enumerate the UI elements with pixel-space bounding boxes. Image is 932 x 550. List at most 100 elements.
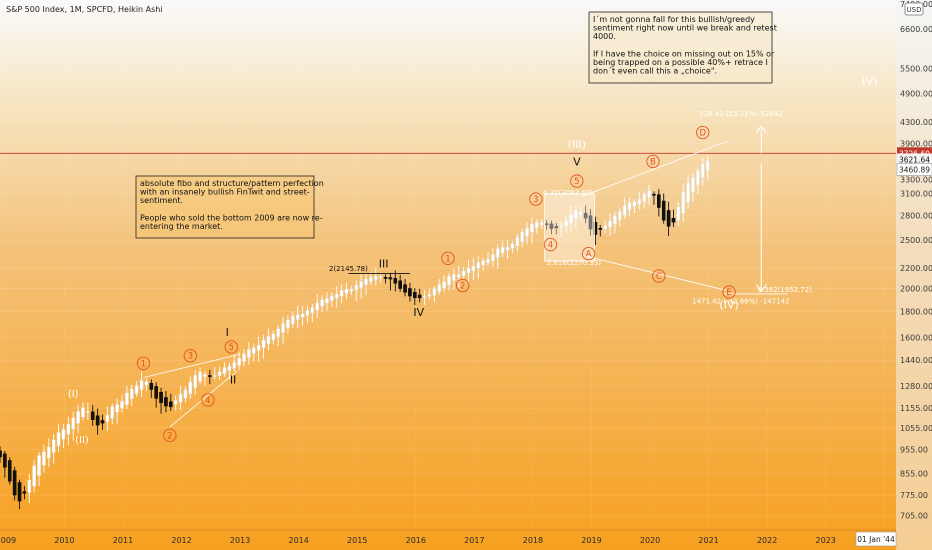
candle-body [598,228,603,230]
x-tick-label: 2021 [698,536,718,545]
candle [696,167,700,195]
comment-note-line: People who sold the bottom 2009 are now … [140,213,323,222]
candle-body [452,273,456,281]
candle-body [339,290,344,297]
candle [173,395,178,411]
candle [271,330,276,345]
candle [149,379,154,398]
candle-body [222,367,227,374]
level-label: 2(2145.78) [329,265,368,273]
candle [198,367,202,385]
wave-number: 3 [533,195,538,205]
comment-note[interactable]: I´m not gonna fall for this bullish/gree… [588,11,777,84]
candle [393,270,398,292]
candle-body [608,220,612,228]
y-axis[interactable]: 7400.006600.005500.004900.004300.003900.… [896,0,932,521]
candle-body [125,392,129,405]
price-badge-label: 3621.64 [899,156,930,165]
wave-number: 3 [188,352,193,362]
wave-number: 4 [205,396,210,406]
wave-circle [441,251,455,265]
candle-body [120,401,124,409]
candle [125,385,129,409]
candle [417,288,422,303]
candle [427,288,432,300]
wave-marker: A [581,246,596,261]
candle-body [320,299,324,307]
candle-body [583,212,588,219]
candle [315,294,320,319]
candle [86,402,90,420]
wave-circle [455,278,470,293]
candle [208,370,212,385]
y-tick-label: 4300.00 [900,118,932,127]
candle [242,349,246,367]
candle-body [647,190,651,198]
candle-body [617,211,622,220]
wave-marker: 4 [201,393,215,407]
candle [422,290,427,305]
candle [305,305,310,324]
comment-note-box [588,11,773,84]
candle-body [198,371,202,382]
candle-body [574,210,578,220]
candle [276,325,280,346]
candle [291,311,295,328]
candle-body [510,243,515,249]
candle-body [334,293,339,299]
y-tick-label: 4900.00 [900,90,932,99]
candle-body [183,389,188,399]
candle [476,256,481,280]
candle [110,403,115,425]
wave-marker: C [652,269,666,283]
candle [515,234,520,252]
candle-body [76,411,80,424]
x-axis[interactable]: 2009 2010 2011 2012 2013 2014 2015 2016 2017 2018… [0,529,897,547]
candle [115,398,119,424]
date-badge[interactable]: 01 Jan '44 [855,531,897,547]
candle-body [525,227,529,237]
candle-body [661,200,666,221]
candle-body [203,374,207,377]
candle-body [305,310,310,316]
candle [251,343,256,362]
wave-circle [570,174,584,188]
candle-body [388,277,393,280]
candle-body [588,215,593,230]
x-tick-label: 2014 [288,536,308,545]
candle [212,366,217,380]
candle [681,183,686,223]
y-tick-label: 6600.00 [900,25,932,34]
candle [447,272,451,291]
y-tick-label: 1155.00 [900,404,932,413]
wave-label: II [230,373,237,386]
wedge-lower-line [169,370,238,428]
candle [647,185,651,206]
wave-circle [696,125,710,140]
candle-body [417,294,422,299]
price-axis-panel[interactable] [896,0,932,550]
candle [398,274,402,292]
candle-body [164,397,168,407]
candle [120,394,124,413]
y-tick-label: 2500.00 [900,236,932,245]
x-tick-label: 2016 [406,536,426,545]
y-tick-label: 5500.00 [900,65,932,74]
triangle-lower-line [582,255,727,291]
drawings-layer [0,125,896,428]
candle [369,271,373,286]
candle-body [676,206,681,221]
x-tick-label: 2009 [0,536,16,545]
currency-badge[interactable]: USD [904,2,924,16]
candle-body [456,274,461,278]
candle [281,316,285,345]
x-tick-label: 2019 [581,536,601,545]
price-badge[interactable]: 3621.64 [897,153,932,166]
x-tick-label: 2020 [640,536,660,545]
candle [549,220,554,235]
comment-note-line: If I have the choice on missing out on 1… [593,49,775,58]
price-badge[interactable]: 3460.89 [896,163,932,176]
level-label: 0.382(1952.72) [758,286,813,294]
comment-note[interactable]: absolute fibo and structure/pattern perf… [135,175,324,239]
